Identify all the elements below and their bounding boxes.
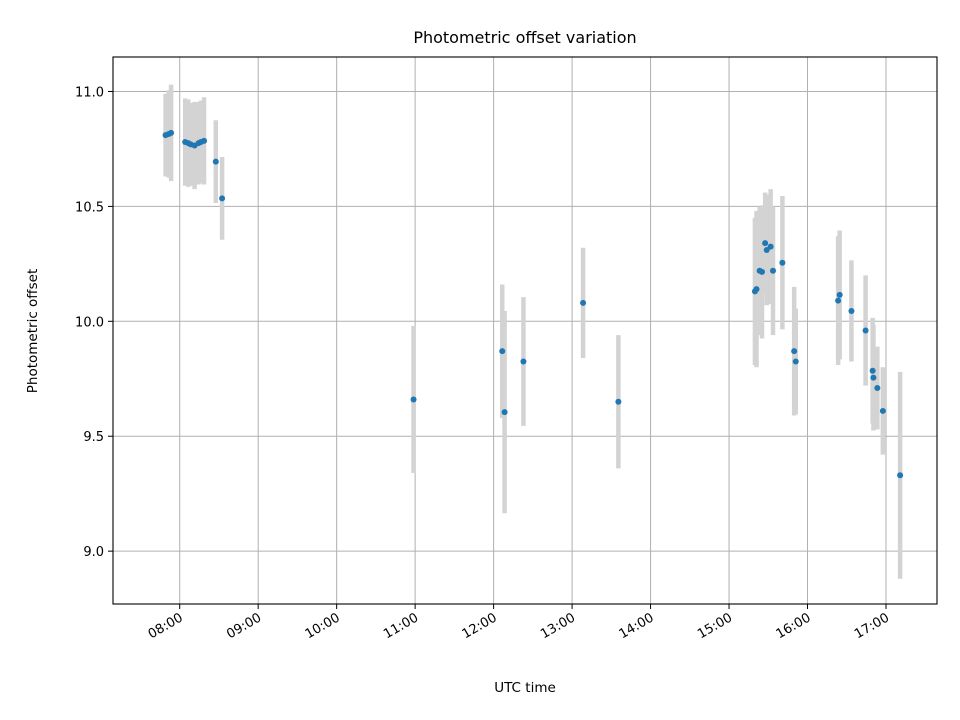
data-point xyxy=(779,259,786,266)
data-point xyxy=(869,367,876,374)
y-tick-label: 10.0 xyxy=(75,315,104,330)
x-tick-label: 17:00 xyxy=(852,610,892,642)
y-tick-label: 10.5 xyxy=(75,200,104,215)
y-tick-label: 11.0 xyxy=(75,85,104,100)
chart-title: Photometric offset variation xyxy=(413,28,636,47)
data-point xyxy=(874,384,881,391)
data-point xyxy=(792,358,799,365)
y-tick-label: 9.5 xyxy=(83,430,104,445)
data-point xyxy=(897,472,904,479)
x-tick-label: 14:00 xyxy=(617,610,657,642)
data-point xyxy=(762,240,769,247)
data-point xyxy=(758,268,765,275)
x-tick-label: 11:00 xyxy=(381,610,421,642)
x-axis-label: UTC time xyxy=(494,680,556,696)
data-points xyxy=(162,129,904,479)
data-point xyxy=(848,307,855,314)
data-point xyxy=(615,398,622,405)
data-point xyxy=(580,299,587,306)
plot-frame xyxy=(112,56,938,605)
data-point xyxy=(879,407,886,414)
data-point xyxy=(501,409,508,416)
error-bars xyxy=(163,84,903,579)
x-tick-label: 15:00 xyxy=(695,610,735,642)
data-point xyxy=(212,158,219,165)
data-point xyxy=(410,396,417,403)
x-tick-label: 13:00 xyxy=(538,610,578,642)
data-point xyxy=(835,297,842,304)
y-tick-label: 9.0 xyxy=(83,545,104,560)
x-tick-label: 10:00 xyxy=(303,610,343,642)
x-tick-label: 12:00 xyxy=(460,610,500,642)
data-point xyxy=(763,247,770,254)
data-point xyxy=(499,348,506,355)
y-axis-label: Photometric offset xyxy=(25,269,41,393)
data-point xyxy=(791,348,798,355)
data-point xyxy=(753,286,760,293)
data-point xyxy=(201,137,208,144)
x-tick-label: 09:00 xyxy=(224,610,264,642)
data-point xyxy=(862,327,869,334)
data-point xyxy=(767,243,774,250)
data-point xyxy=(836,291,843,298)
data-point xyxy=(520,358,527,365)
data-point xyxy=(219,195,226,202)
data-point xyxy=(168,129,175,136)
data-point xyxy=(769,267,776,274)
x-tick-label: 08:00 xyxy=(146,610,186,642)
x-tick-label: 16:00 xyxy=(774,610,814,642)
data-point xyxy=(870,374,877,381)
